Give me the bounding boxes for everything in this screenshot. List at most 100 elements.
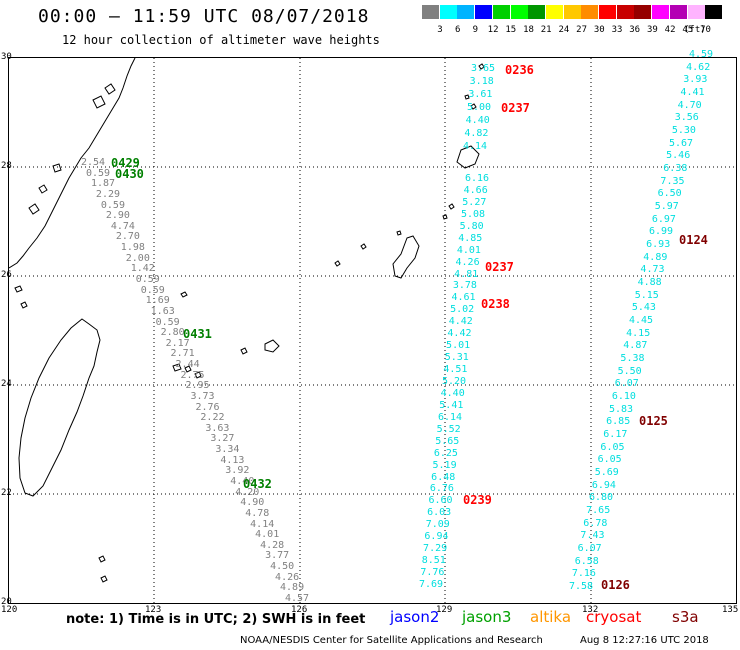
wave-height-point: 6.03 [427,507,452,519]
legend-altika: altika [530,608,572,626]
wave-height-point: 4.59 [689,49,714,60]
wave-height-point: 5.27 [462,196,487,208]
wave-height-point: 5.41 [439,399,464,411]
wave-height-point: 4.40 [465,115,490,126]
wave-height-point: 3.61 [468,89,493,100]
wave-height-point: 6.80 [589,492,614,504]
wave-height-point: 5.67 [669,137,694,149]
colorbar-swatch [687,5,705,19]
colorbar-swatch [545,5,563,19]
time-label: 0430 [115,167,144,181]
wave-height-point: 3.92 [225,465,250,477]
wave-height-point: 7.16 [571,568,596,580]
taiwan-coastline [18,318,101,497]
map-canvas [9,58,736,603]
wave-height-point: 3.63 [205,422,230,434]
lon-label: 132 [582,605,599,615]
wave-height-point: 6.76 [429,483,454,495]
wave-height-point: 7.65 [586,505,611,516]
wave-height-point: 4.57 [285,593,310,604]
wave-height-point: 0.59 [135,273,160,285]
colorbar-swatch [705,5,723,19]
colorbar-label: 42 [664,25,676,35]
wave-height-point: 1.69 [145,295,170,307]
wave-height-point: 4.41 [680,87,705,98]
wave-height-point: 6.48 [431,471,456,483]
colorbar-swatch [669,5,687,19]
wave-height-point: 7.29 [423,543,448,555]
wave-height-point: 0.59 [140,284,165,296]
colorbar-swatch [457,5,475,19]
wave-height-point: 3.93 [683,74,708,86]
wave-height-point: 4.89 [280,582,305,594]
wave-height-point: 6.58 [574,555,599,567]
lon-label: 123 [145,605,162,615]
wave-height-point: 3.78 [452,280,477,292]
wave-height-point: 6.50 [657,188,682,200]
colorbar-swatch [581,5,599,19]
wave-height-point: 2.90 [105,210,130,222]
lon-label: 129 [436,605,453,615]
wave-height-point: 3.18 [469,76,494,87]
time-label: 0429 [111,156,140,170]
wave-height-point: 4.82 [464,128,489,139]
wave-height-point: 7.43 [580,530,605,542]
wave-height-point: 4.89 [643,251,668,263]
colorbar-swatch [634,5,652,19]
wave-height-point: 3.56 [674,112,699,124]
wave-height-point: 4.01 [255,529,280,541]
legend-note: note: 1) Time is in UTC; 2) SWH is in fe… [66,612,366,627]
wave-height-point: 2.80 [160,327,185,339]
colorbar-label: 12 [487,25,499,35]
colorbar-label: 15 [505,25,517,35]
wave-height-point: 4.90 [240,497,265,509]
colorbar-label: 21 [540,25,552,35]
legend-jason3: jason3 [462,608,512,626]
wave-height-point: 4.40 [440,387,465,399]
colorbar-label: 70 [700,25,711,35]
wave-height-point: 1.87 [90,178,116,190]
wave-height-point: 5.19 [432,459,457,471]
wave-height-point: 4.42 [447,328,472,340]
colorbar-swatch [599,5,616,19]
legend-s3a: s3a [672,608,699,626]
wave-height-point: 5.69 [594,467,619,478]
time-label: 0238 [481,297,510,311]
colorbar-label: 18 [523,25,534,35]
colorbar-label: 39 [646,25,658,35]
footer-credit: NOAA/NESDIS Center for Satellite Applica… [240,635,543,646]
wave-height-point: 8.51 [421,555,446,567]
wave-height-point: 6.10 [611,391,636,402]
wave-height-point: 6.14 [437,411,463,423]
wave-height-point: 5.30 [671,125,696,136]
legend-cryosat: cryosat [586,608,642,626]
wave-height-point: 5.01 [446,340,471,352]
wave-height-point: 6.99 [649,226,674,238]
wave-height-point: 5.83 [609,403,634,415]
colorbar-swatch [422,5,439,19]
wave-height-point: 1.63 [150,305,175,317]
wave-height-point: 4.20 [235,486,260,498]
wave-height-point: 6.07 [614,378,639,390]
lat-label: 28 [1,161,12,171]
wave-height-point: 3.65 [471,63,496,74]
page-subtitle: 12 hour collection of altimeter wave hei… [62,33,380,47]
wave-height-point: 2.54 [81,157,106,168]
wave-height-point: 4.14 [250,518,275,530]
wave-height-point: 4.40 [230,476,255,488]
lat-label: 24 [1,379,12,389]
wave-height-point: 0.59 [155,316,180,328]
wave-height-point: 5.50 [617,365,642,377]
colorbar-label: 3 [437,25,443,35]
wave-height-point: 4.81 [454,268,479,280]
wave-height-point: 6.94 [424,531,449,543]
wave-height-point: 4.45 [629,315,654,326]
wave-height-point: 5.15 [634,289,659,301]
lon-label: 135 [722,605,739,615]
wave-height-point: 5.52 [436,423,461,435]
wave-height-point: 6.17 [603,429,628,440]
china-islands [14,83,116,309]
china-coastline [9,58,136,269]
wave-height-point: 6.38 [663,163,688,174]
wave-height-point: 0.59 [85,167,111,179]
